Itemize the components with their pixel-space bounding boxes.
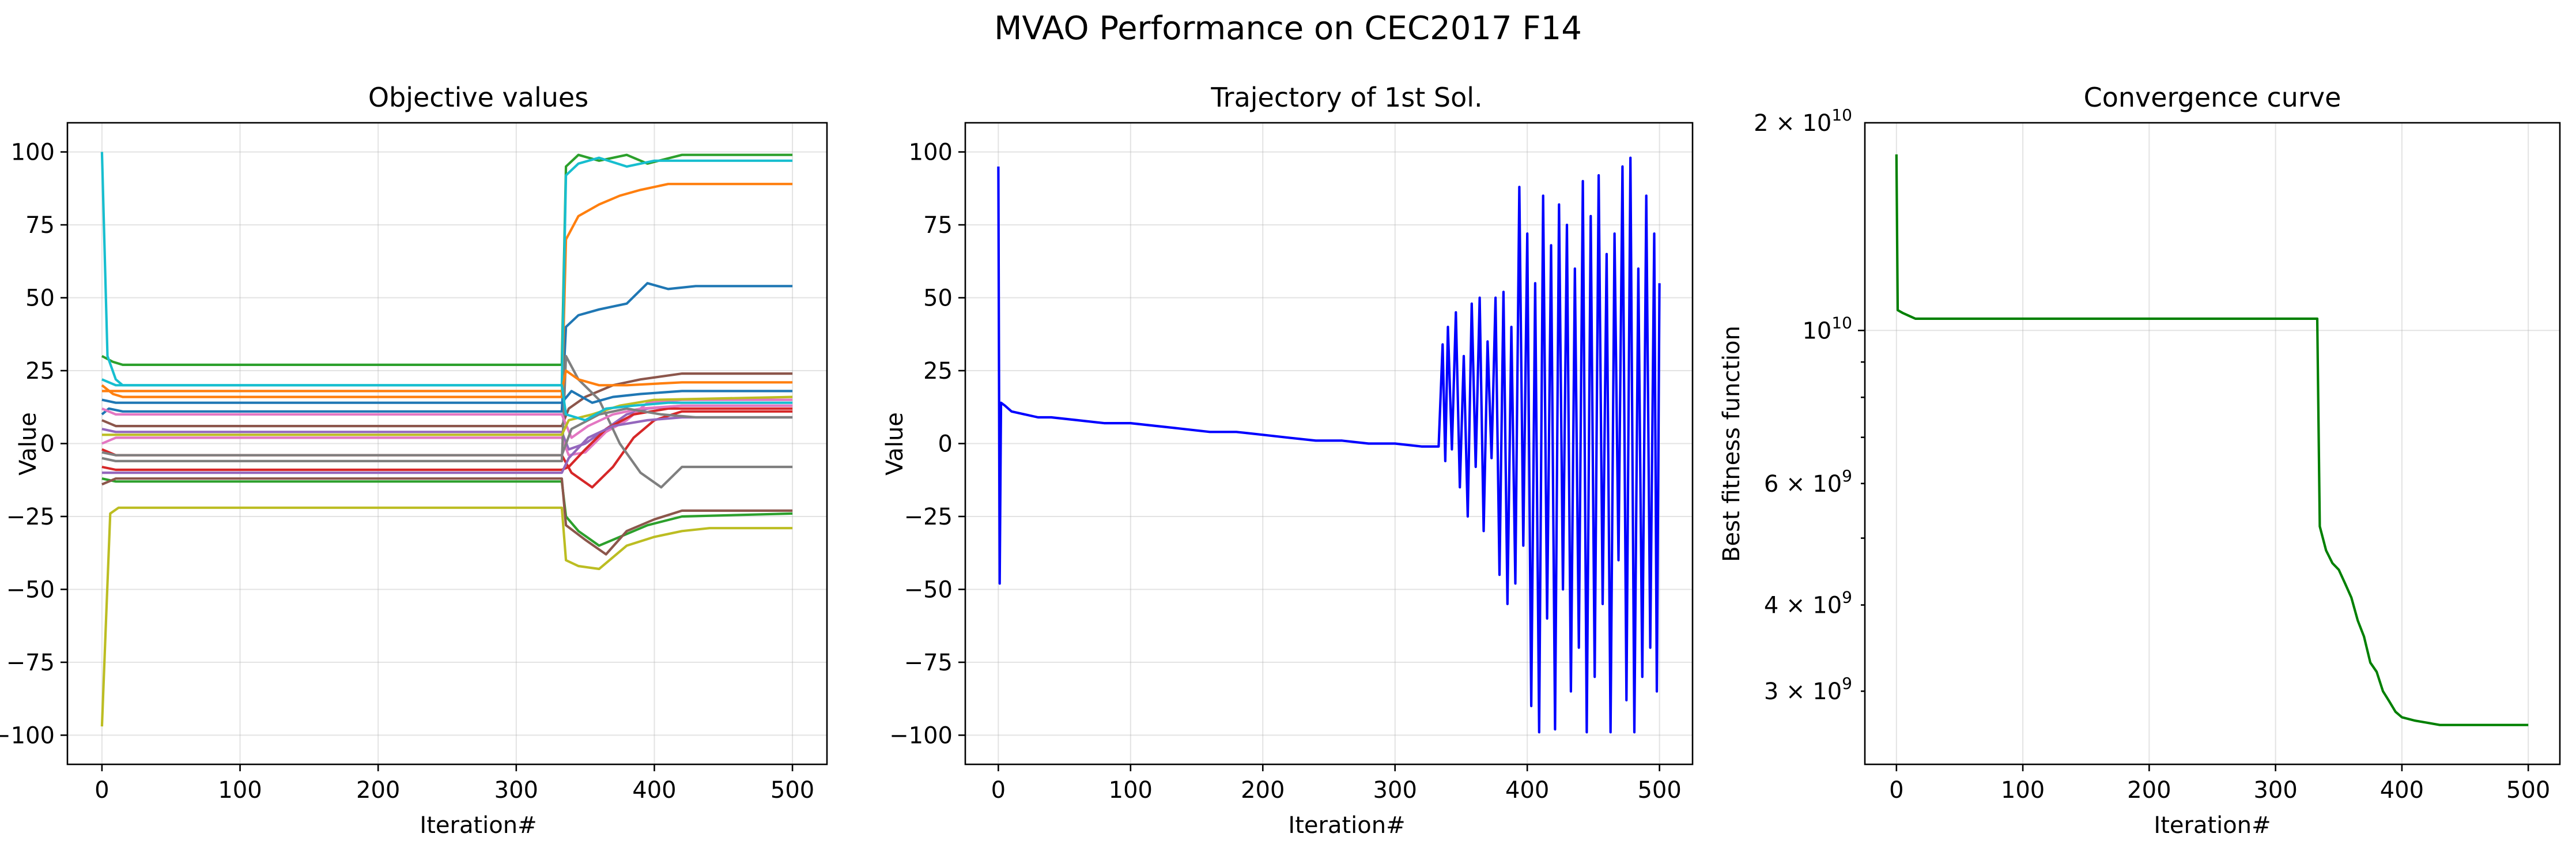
y-tick-label: −50 xyxy=(6,576,55,603)
x-tick-label: 100 xyxy=(218,777,262,804)
series-line-11 xyxy=(101,390,793,404)
panel-3-title: Convergence curve xyxy=(2084,82,2341,113)
series-line-16 xyxy=(101,477,793,556)
panel-objective-values: Objective values 0 100 200 300 400 500−100−75… xyxy=(0,82,828,839)
series-line-1 xyxy=(101,282,793,416)
panel-3-plot xyxy=(1895,154,2529,726)
x-tick-label: 100 xyxy=(1109,777,1153,804)
panel-1-plot xyxy=(100,152,793,727)
series-line-1 xyxy=(1895,154,2529,726)
y-tick-label: 6 × 109 xyxy=(1764,466,1852,497)
x-tick-label: 300 xyxy=(2253,777,2297,804)
y-tick-label: −50 xyxy=(904,576,953,603)
figure-title: MVAO Performance on CEC2017 F14 xyxy=(994,10,1582,47)
panel-convergence: Convergence curve 0 100 200 300 400 500 3 × 10… xyxy=(1718,82,2561,839)
y-tick-label: 75 xyxy=(25,212,55,239)
series-line-6 xyxy=(101,372,793,428)
x-tick-label: 0 xyxy=(95,777,109,804)
series-line-15 xyxy=(101,416,793,474)
y-tick-label: 4 × 109 xyxy=(1764,588,1852,619)
x-tick-label: 200 xyxy=(356,777,400,804)
panel-1-title: Objective values xyxy=(368,82,588,113)
y-tick-label: 75 xyxy=(923,212,953,239)
panel-2-ylabel: Value xyxy=(882,412,908,476)
y-tick-label: −75 xyxy=(6,650,55,676)
x-tick-label: 200 xyxy=(1241,777,1285,804)
x-tick-label: 100 xyxy=(2001,777,2045,804)
y-tick-label: 100 xyxy=(11,139,55,166)
panel-3-frame xyxy=(1864,122,2561,766)
y-tick-label: −25 xyxy=(6,504,55,530)
y-tick-label: 3 × 109 xyxy=(1764,674,1852,705)
y-tick-label: −100 xyxy=(889,722,953,749)
x-tick-label: 300 xyxy=(494,777,538,804)
series-line-12 xyxy=(101,369,793,393)
y-tick-label: 1010 xyxy=(1802,313,1852,344)
panel-2-title: Trajectory of 1st Sol. xyxy=(1210,82,1482,113)
series-line-19 xyxy=(101,395,793,436)
x-tick-label: 400 xyxy=(1505,777,1549,804)
y-tick-label: 25 xyxy=(923,358,953,384)
series-line-13 xyxy=(101,477,793,547)
y-tick-label: 100 xyxy=(909,139,953,166)
panel-3-grid xyxy=(1865,123,2560,764)
y-tick-label: 50 xyxy=(923,285,953,312)
panel-3-ticks: 0 100 200 300 400 500 3 × 109 4 × 109 6 × 109 101… xyxy=(1754,105,2550,804)
panel-1-ticks: 0 100 200 300 400 500 −100 −75 −50 −25 0 25 50 75 100 xyxy=(0,139,814,804)
x-tick-label: 500 xyxy=(2506,777,2550,804)
y-tick-label: −25 xyxy=(904,504,953,530)
series-line-9 xyxy=(100,506,793,727)
y-tick-label: 50 xyxy=(25,285,55,312)
x-tick-label: 400 xyxy=(632,777,676,804)
series-line-4 xyxy=(101,410,793,489)
y-tick-label: −100 xyxy=(0,722,55,749)
panel-1-grid xyxy=(67,123,827,764)
series-line-20 xyxy=(101,378,793,422)
y-tick-label: 2 × 1010 xyxy=(1754,105,1852,137)
panel-1-frame xyxy=(66,122,828,766)
x-tick-label: 0 xyxy=(991,777,1006,804)
series-line-2 xyxy=(101,183,793,398)
series-line-18 xyxy=(101,407,793,457)
series-line-17 xyxy=(101,404,793,439)
panel-2-ticks: 0 100 200 300 400 500 −100 −75 −50 −25 0 25 50 75 100 xyxy=(889,139,1682,804)
panel-trajectory: Trajectory of 1st Sol. 0 100 200 300 400 500−… xyxy=(882,82,1694,839)
panel-2-plot xyxy=(997,156,1661,734)
panel-3-ylabel: Best fitness function xyxy=(1718,326,1745,562)
series-line-8 xyxy=(101,355,793,489)
x-tick-label: 300 xyxy=(1373,777,1417,804)
series-line-10 xyxy=(100,152,793,387)
series-line-7 xyxy=(101,398,793,457)
panel-1-xlabel: Iteration# xyxy=(420,812,537,839)
series-line-14 xyxy=(101,407,793,472)
series-line-3 xyxy=(101,153,793,367)
x-tick-label: 200 xyxy=(2127,777,2171,804)
panel-3-xlabel: Iteration# xyxy=(2154,812,2271,839)
x-tick-label: 0 xyxy=(1889,777,1903,804)
series-line-1 xyxy=(997,156,1661,734)
y-tick-label: 0 xyxy=(938,431,953,458)
y-tick-label: 0 xyxy=(40,431,55,458)
panel-2-xlabel: Iteration# xyxy=(1288,812,1405,839)
x-tick-label: 500 xyxy=(770,777,814,804)
panel-2-frame xyxy=(964,122,1694,766)
y-tick-label: −75 xyxy=(904,650,953,676)
panel-1-ylabel: Value xyxy=(15,412,41,476)
x-tick-label: 500 xyxy=(1637,777,1681,804)
y-tick-label: 25 xyxy=(25,358,55,384)
x-tick-label: 400 xyxy=(2380,777,2424,804)
